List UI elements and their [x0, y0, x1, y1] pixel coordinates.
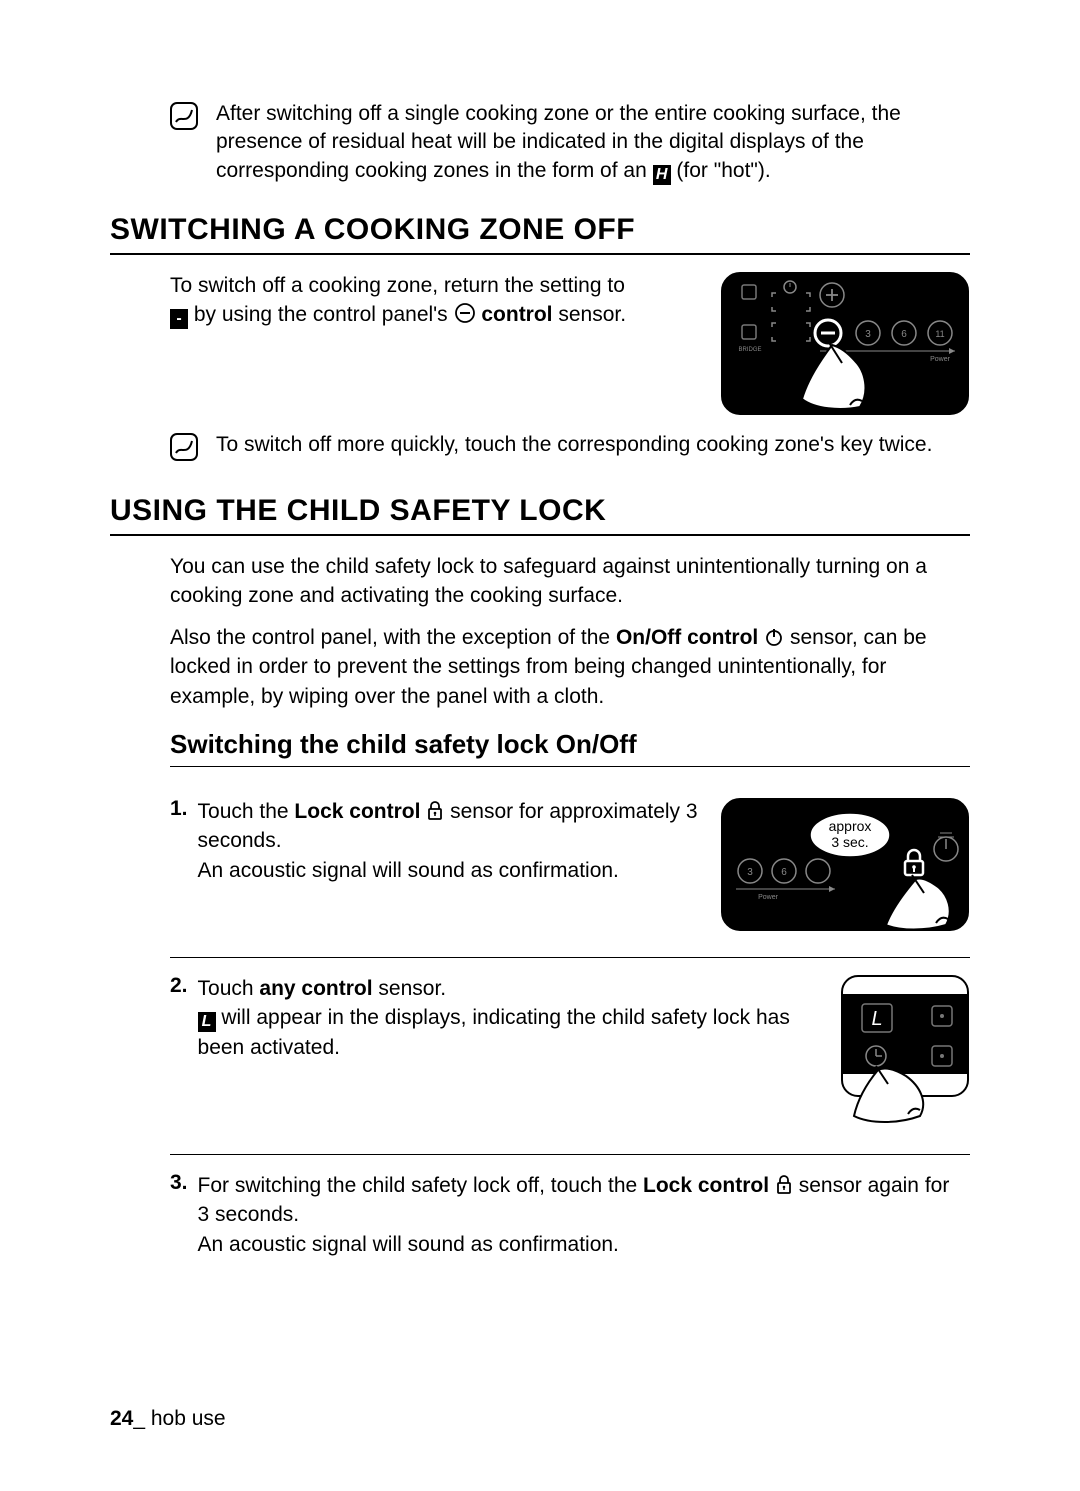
- step-3: 3. For switching the child safety lock o…: [170, 1155, 970, 1279]
- svg-text:11: 11: [935, 329, 944, 339]
- heading-switching-lock: Switching the child safety lock On/Off: [170, 729, 970, 767]
- step-3-text: For switching the child safety lock off,…: [198, 1171, 970, 1259]
- note-text: After switching off a single cooking zon…: [216, 100, 970, 185]
- heading-switching-off: SWITCHING A COOKING ZONE OFF: [110, 213, 970, 255]
- svg-text:L: L: [871, 1008, 882, 1030]
- step-1: 1. Touch the Lock control sensor for app…: [170, 781, 970, 958]
- child-intro-2: Also the control panel, with the excepti…: [170, 623, 970, 711]
- switch-off-row: To switch off a cooking zone, return the…: [170, 271, 970, 421]
- step-2: 2. Touch any control sensor. L will appe…: [170, 958, 970, 1155]
- note-text: To switch off more quickly, touch the co…: [216, 431, 932, 459]
- note-icon: [170, 102, 198, 135]
- lock-icon: [775, 1175, 793, 1195]
- svg-text:3 sec.: 3 sec.: [831, 834, 868, 850]
- steps-list: 1. Touch the Lock control sensor for app…: [170, 781, 970, 1279]
- svg-text:Power: Power: [758, 894, 779, 901]
- svg-text:3: 3: [865, 329, 871, 340]
- minus-circle-icon: [454, 302, 476, 324]
- control-panel-illustration-1: BRIDGE 3 6 11 Power: [720, 271, 970, 421]
- hot-h-glyph: H: [653, 165, 671, 185]
- control-panel-illustration-3: L: [840, 974, 970, 1134]
- step-2-text: Touch any control sensor. L will appear …: [198, 974, 840, 1062]
- lock-icon: [426, 801, 444, 821]
- power-icon: [764, 627, 784, 647]
- page-footer: 24_ hob use: [110, 1407, 226, 1431]
- step-1-text: Touch the Lock control sensor for approx…: [198, 797, 720, 885]
- lock-l-glyph: L: [198, 1012, 216, 1032]
- note-residual-heat: After switching off a single cooking zon…: [170, 100, 970, 185]
- child-intro-1: You can use the child safety lock to saf…: [170, 552, 970, 611]
- dash-glyph: -: [170, 309, 188, 329]
- svg-text:BRIDGE: BRIDGE: [738, 347, 761, 353]
- note-icon: [170, 433, 198, 466]
- svg-text:6: 6: [901, 329, 907, 340]
- control-panel-illustration-2: 3 6 Power approx 3 sec.: [720, 797, 970, 937]
- switch-off-text: To switch off a cooking zone, return the…: [170, 271, 720, 330]
- note-quick-off: To switch off more quickly, touch the co…: [170, 431, 970, 466]
- svg-text:6: 6: [781, 867, 787, 878]
- svg-text:approx: approx: [829, 818, 872, 834]
- svg-text:Power: Power: [930, 356, 951, 363]
- heading-child-lock: USING THE CHILD SAFETY LOCK: [110, 494, 970, 536]
- svg-text:3: 3: [747, 867, 753, 878]
